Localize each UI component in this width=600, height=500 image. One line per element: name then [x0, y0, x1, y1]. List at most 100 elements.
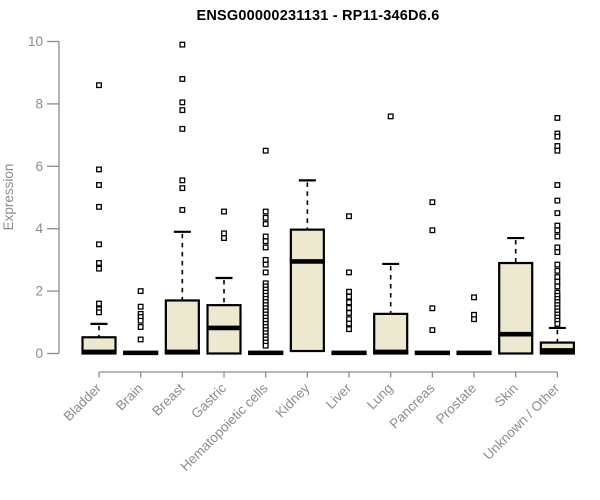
outlier-point	[346, 320, 352, 327]
outlier-point	[387, 113, 394, 120]
chart-title: ENSG00000231131 - RP11-346D6.6	[196, 8, 439, 24]
box-rect	[373, 312, 409, 355]
outlier-point	[554, 222, 561, 229]
outlier-point	[262, 244, 269, 251]
outlier-point	[554, 133, 561, 140]
outlier-point	[346, 299, 352, 306]
outlier-point	[554, 182, 561, 188]
outlier-point	[346, 293, 352, 300]
outlier-point	[96, 260, 102, 266]
outlier-point	[554, 210, 561, 217]
outlier-point	[179, 125, 186, 132]
outlier-point	[96, 82, 102, 89]
outlier-point	[471, 316, 477, 323]
box-rect	[289, 228, 325, 353]
x-tick-label: Unknown / Other	[480, 380, 563, 463]
outlier-point	[221, 230, 227, 237]
box-group	[164, 41, 200, 355]
y-tick-label: 2	[35, 284, 43, 299]
x-tick-label: Pancreas	[387, 380, 438, 431]
outlier-point	[179, 177, 186, 184]
outlier-point	[471, 294, 477, 301]
outlier-point	[554, 233, 561, 240]
box-group	[331, 213, 367, 356]
outlier-point	[554, 274, 561, 281]
outlier-point	[179, 185, 186, 192]
outlier-point	[554, 147, 561, 154]
x-tick-label: Breast	[149, 380, 187, 418]
y-tick-label: 4	[35, 221, 43, 236]
x-tick-label: Prostate	[433, 381, 479, 427]
outlier-point	[137, 324, 144, 330]
outlier-point	[221, 208, 227, 215]
y-tick-label: 8	[35, 96, 43, 111]
outlier-point	[346, 269, 352, 276]
outlier-point	[429, 227, 436, 234]
x-tick-label: Kidney	[273, 380, 313, 420]
outlier-point	[262, 269, 269, 276]
outlier-point	[179, 41, 186, 48]
outlier-point	[429, 199, 436, 206]
outlier-point	[96, 241, 102, 248]
outlier-point	[554, 249, 561, 256]
box-group	[289, 179, 325, 353]
outlier-point	[429, 305, 436, 312]
box-group	[81, 82, 117, 355]
outlier-point	[137, 288, 144, 295]
outlier-point	[346, 326, 352, 333]
outlier-point	[554, 320, 561, 327]
x-tick-label: Lung	[364, 381, 396, 413]
y-tick-label: 6	[35, 159, 43, 174]
outlier-point	[137, 317, 144, 324]
box-group	[498, 236, 534, 355]
outlier-point	[346, 288, 352, 295]
box-group	[373, 113, 409, 355]
box-group	[539, 114, 575, 355]
outlier-point	[262, 233, 269, 240]
box-group	[206, 208, 242, 355]
x-tick-label: Bladder	[61, 380, 105, 424]
outlier-point	[262, 208, 269, 215]
x-tick-label: Brain	[113, 381, 146, 414]
outlier-point	[554, 114, 561, 121]
outlier-point	[179, 107, 186, 114]
outlier-point	[179, 99, 186, 106]
outlier-point	[262, 221, 269, 227]
box-rect	[539, 341, 575, 355]
outlier-point	[262, 238, 269, 245]
outlier-point	[554, 261, 561, 268]
outlier-point	[221, 235, 227, 242]
box-rect	[164, 299, 200, 355]
outlier-point	[137, 336, 144, 343]
outlier-point	[554, 283, 561, 290]
outlier-point	[96, 265, 102, 272]
outlier-point	[346, 213, 352, 220]
outlier-point	[554, 244, 561, 251]
outlier-point	[554, 143, 561, 149]
outlier-point	[96, 203, 102, 210]
x-tick-label: Liver	[323, 380, 355, 412]
outlier-point	[96, 166, 102, 173]
box-group	[248, 147, 284, 356]
outlier-point	[554, 267, 561, 274]
outlier-point	[179, 75, 186, 82]
outlier-point	[96, 182, 102, 188]
outlier-point	[262, 256, 269, 263]
outlier-point	[554, 197, 561, 204]
outlier-point	[554, 278, 561, 285]
box-group	[123, 288, 159, 356]
y-tick-label: 10	[28, 34, 43, 49]
outlier-point	[346, 309, 352, 316]
box-group	[456, 294, 492, 356]
box-rect	[498, 261, 534, 355]
y-tick-label: 0	[35, 346, 43, 361]
x-tick-label: Gastric	[188, 380, 229, 421]
outlier-point	[179, 207, 186, 213]
outlier-point	[346, 304, 352, 311]
outlier-point	[554, 227, 561, 234]
outlier-point	[96, 300, 102, 307]
y-axis-title: Expression	[1, 164, 16, 231]
